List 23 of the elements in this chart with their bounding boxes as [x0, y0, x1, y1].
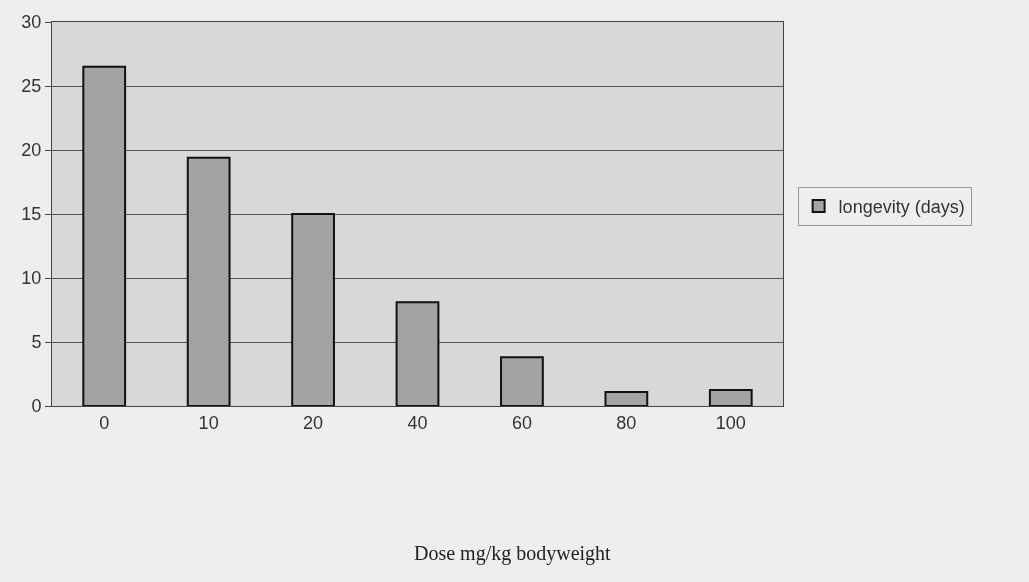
bar [186, 156, 231, 406]
bar [82, 65, 127, 406]
y-tick-label: 25 [21, 76, 42, 97]
y-tick-label: 5 [31, 332, 42, 353]
x-tick-label: 100 [715, 412, 746, 433]
text: Dose mg/kg bodyweight [414, 542, 612, 565]
y-tick-label: 0 [31, 396, 42, 417]
x-tick-label: 0 [99, 412, 110, 433]
x-tick-label: 80 [616, 412, 637, 433]
x-tick-label: 60 [511, 412, 532, 433]
x-tick-label: 10 [198, 412, 219, 433]
x-tick-label: 20 [303, 412, 324, 433]
bar [395, 301, 440, 406]
bar [708, 389, 753, 406]
y-tick-label: 10 [21, 268, 42, 289]
legend-label: longevity (days) [838, 197, 965, 218]
y-tick-label: 20 [21, 140, 42, 161]
x-tick-label: 40 [407, 412, 428, 433]
y-tick-label: 15 [21, 204, 42, 225]
bar [604, 390, 649, 406]
y-tick-label: 30 [21, 12, 42, 33]
bar [291, 213, 335, 406]
bar [500, 356, 544, 406]
